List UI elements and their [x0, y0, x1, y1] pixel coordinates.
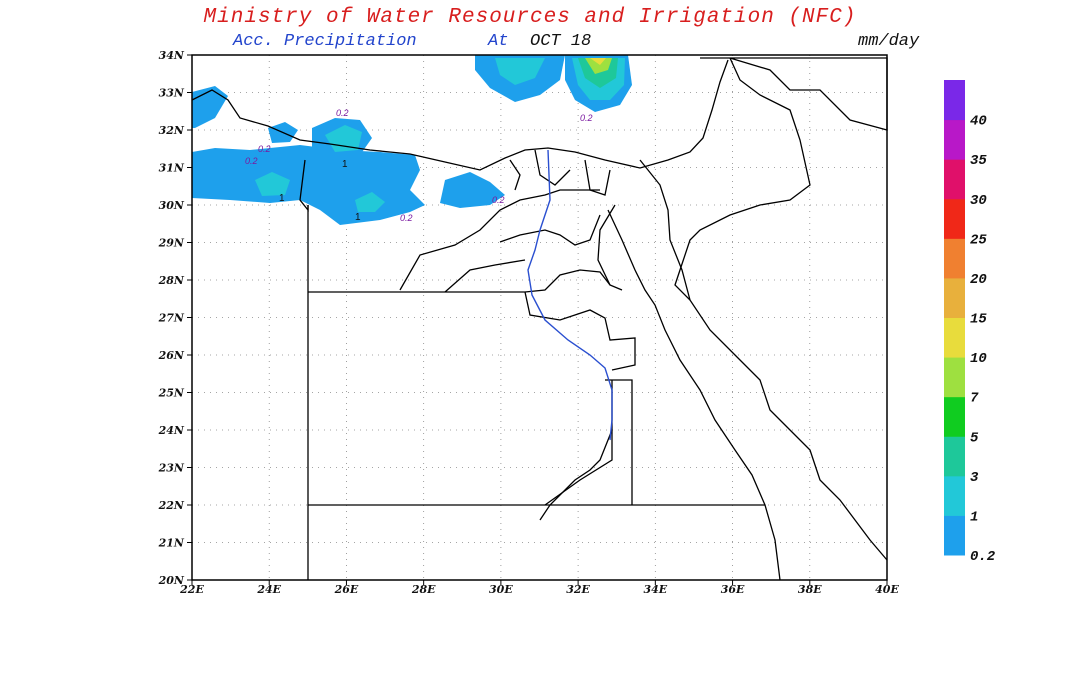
lon-label: 36E — [721, 583, 745, 596]
coastline — [597, 204, 623, 291]
lon-label: 24E — [256, 583, 281, 596]
lat-label: 23N — [158, 462, 185, 475]
governorate — [499, 214, 601, 246]
at-label: At — [487, 32, 508, 51]
grid — [192, 55, 887, 580]
contour-label: 1 — [279, 193, 285, 204]
coastline — [674, 57, 888, 561]
rain-area — [440, 172, 505, 208]
lat-label: 27N — [158, 312, 185, 325]
contour-labels: 0.2 0.2 0.2 0.2 0.2 0.2 1 1 1 — [245, 108, 593, 223]
lon-label: 32E — [566, 583, 590, 596]
contour-label: 0.2 — [336, 108, 349, 118]
product-name: Acc. Precipitation — [232, 32, 417, 51]
colorbar-swatch — [944, 357, 965, 398]
border — [299, 159, 309, 212]
contour-label: 1 — [355, 212, 361, 223]
colorbar-label: 10 — [970, 351, 987, 367]
colorbar-swatch — [944, 198, 965, 239]
precipitation-areas — [192, 55, 632, 225]
coastline — [607, 209, 781, 581]
lat-label: 26N — [158, 349, 185, 362]
colorbar-label: 30 — [970, 193, 987, 209]
colorbar-label: 15 — [970, 312, 987, 328]
governorate — [399, 189, 600, 291]
lon-label: 40E — [875, 583, 899, 596]
lat-label: 20N — [158, 574, 185, 587]
rain-area — [255, 172, 290, 196]
governorate — [605, 379, 633, 505]
contour-label: 0.2 — [492, 195, 505, 205]
rain-area — [355, 192, 385, 212]
colorbar-label: 0.2 — [970, 549, 996, 565]
lat-label: 21N — [158, 537, 185, 550]
colorbar-label: 40 — [970, 114, 987, 130]
colorbar-label: 1 — [970, 509, 978, 525]
rain-area — [192, 86, 228, 128]
governorate — [524, 291, 636, 371]
map-lines — [191, 57, 888, 581]
lat-label: 28N — [158, 274, 185, 287]
lon-label: 30E — [489, 583, 513, 596]
lon-label: 28E — [411, 583, 436, 596]
governorate — [524, 269, 611, 293]
lat-label: 32N — [159, 124, 185, 137]
contour-label: 0.2 — [245, 156, 258, 166]
governorate — [544, 380, 613, 506]
colorbar-label: 3 — [970, 470, 979, 486]
title: Ministry of Water Resources and Irrigati… — [204, 6, 857, 29]
colorbar-swatch — [944, 119, 965, 160]
lon-label: 38E — [798, 583, 822, 596]
lon-label: 26E — [334, 583, 359, 596]
colorbar-swatch — [944, 238, 965, 279]
lat-label: 25N — [158, 387, 185, 400]
colorbar-swatch — [944, 515, 965, 556]
lon-label: 22E — [179, 583, 204, 596]
units: mm/day — [858, 32, 920, 51]
map-frame — [191, 54, 888, 581]
governorate — [509, 149, 611, 196]
coastline — [639, 159, 691, 301]
colorbar-label: 7 — [970, 391, 979, 407]
colorbar-swatch — [944, 396, 965, 437]
contour-label: 0.2 — [258, 144, 271, 154]
colorbar-swatch — [944, 159, 965, 200]
colorbar-swatch — [944, 80, 965, 121]
nile-river — [527, 149, 613, 441]
rain-area — [585, 58, 612, 74]
rain-area — [590, 58, 606, 65]
colorbar-label: 20 — [970, 272, 987, 288]
lat-label: 30N — [159, 199, 185, 212]
lat-label: 33N — [159, 87, 185, 100]
colorbar-label: 5 — [970, 430, 979, 446]
date: OCT 18 — [530, 32, 591, 51]
rain-area — [495, 58, 545, 85]
lat-label: 29N — [158, 237, 185, 250]
lon-label: 34E — [643, 583, 667, 596]
axis-labels: 20N 21N 22N 23N 24N 25N 26N 27N 28N 29N 30N 31N 32N 3… — [158, 49, 900, 596]
lat-label: 22N — [158, 499, 185, 512]
colorbar-swatch — [944, 317, 965, 358]
lat-label: 34N — [159, 49, 185, 62]
colorbar-swatch — [944, 475, 965, 516]
coastline — [191, 59, 729, 171]
contour-label: 0.2 — [400, 213, 413, 223]
colorbar-label: 25 — [970, 232, 987, 248]
contour-label: 0.2 — [580, 113, 593, 123]
governorate — [444, 259, 526, 293]
lat-label: 24N — [158, 424, 185, 437]
colorbar-swatch — [944, 436, 965, 477]
colorbar-label: 35 — [970, 153, 987, 169]
colorbar-swatch — [944, 277, 965, 318]
lake-nasser — [539, 429, 613, 521]
contour-label: 1 — [342, 159, 348, 170]
lat-label: 31N — [159, 162, 185, 175]
